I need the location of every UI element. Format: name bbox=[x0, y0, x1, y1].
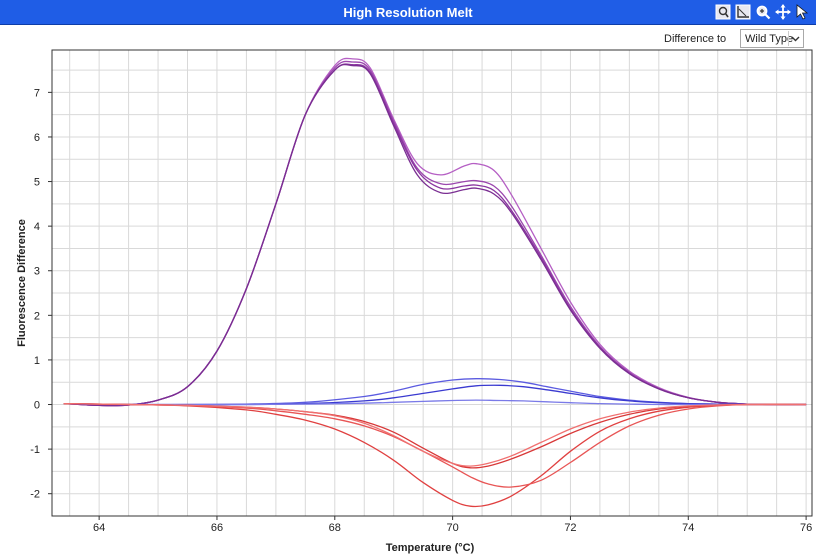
grid bbox=[52, 50, 812, 517]
difference-to-label: Difference to bbox=[664, 33, 727, 45]
chevron-down-icon[interactable] bbox=[788, 31, 802, 46]
axis-ticks: 64 66 68 70 72 74 76 -2 -1 0 1 2 3 4 5 6 7 bbox=[30, 87, 812, 534]
series-line-10 bbox=[63, 402, 807, 469]
series-lines bbox=[63, 57, 807, 508]
series-line-9 bbox=[63, 402, 807, 488]
chart-toolbar bbox=[714, 3, 812, 21]
zoom-fit-icon[interactable] bbox=[714, 3, 732, 21]
difference-to-select[interactable]: Wild Type bbox=[740, 29, 804, 48]
series-line-11 bbox=[63, 402, 807, 467]
y-axis-label: Fluorescence Difference bbox=[16, 219, 28, 347]
pan-icon[interactable] bbox=[774, 3, 792, 21]
y-tick-label: 1 bbox=[34, 355, 40, 367]
series-line-7 bbox=[63, 399, 807, 406]
series-line-4 bbox=[63, 63, 807, 407]
x-tick-label: 68 bbox=[329, 522, 341, 534]
x-tick-label: 64 bbox=[93, 522, 105, 534]
x-tick-label: 72 bbox=[564, 522, 576, 534]
series-line-1 bbox=[63, 57, 807, 407]
y-tick-label: 2 bbox=[34, 310, 40, 322]
y-tick-label: 6 bbox=[34, 132, 40, 144]
y-tick-label: 3 bbox=[34, 266, 40, 278]
series-line-3 bbox=[63, 63, 807, 407]
x-tick-label: 76 bbox=[800, 522, 812, 534]
y-tick-label: 7 bbox=[34, 87, 40, 99]
y-tick-label: 4 bbox=[34, 221, 40, 233]
x-tick-label: 70 bbox=[446, 522, 458, 534]
series-line-2 bbox=[63, 60, 807, 407]
y-tick-label: 5 bbox=[34, 177, 40, 189]
axis-icon[interactable] bbox=[734, 3, 752, 21]
x-tick-label: 66 bbox=[211, 522, 223, 534]
difference-to-value: Wild Type bbox=[745, 33, 794, 45]
y-tick-label: -1 bbox=[30, 444, 40, 456]
plot-frame bbox=[51, 49, 813, 517]
pointer-icon[interactable] bbox=[794, 3, 812, 21]
x-axis-label: Temperature (°C) bbox=[386, 542, 475, 554]
x-tick-label: 74 bbox=[682, 522, 694, 534]
y-tick-label: -2 bbox=[30, 489, 40, 501]
series-line-8 bbox=[63, 402, 807, 508]
window-title: High Resolution Melt bbox=[343, 5, 473, 20]
title-bar: High Resolution Melt bbox=[0, 0, 816, 25]
zoom-icon[interactable] bbox=[754, 3, 772, 21]
y-tick-label: 0 bbox=[34, 400, 40, 412]
